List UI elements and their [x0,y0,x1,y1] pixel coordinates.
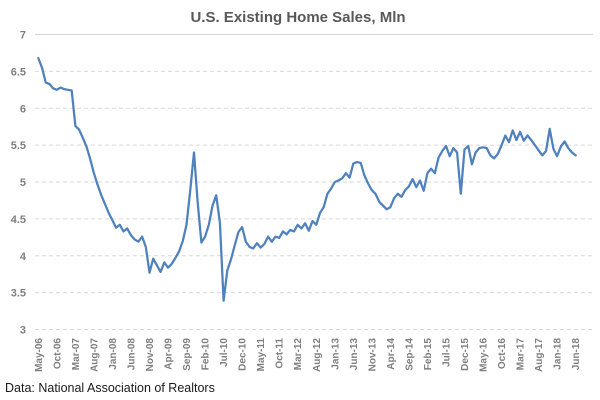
x-tick-label: Oct-16 [497,338,508,370]
y-tick-label: 3 [20,325,26,337]
x-tick-label: Sep-14 [404,338,415,371]
x-tick-label: Feb-15 [423,338,434,371]
source-note: Data: National Association of Realtors [5,381,215,395]
y-axis-labels: 7 6.5 6 5.5 5 4.5 4 3.5 3 [11,30,27,337]
sales-line-series [37,56,577,302]
x-tick-label: Oct-06 [52,338,63,370]
x-tick-label: Jul-10 [219,338,230,367]
x-tick-label: Nov-08 [145,338,156,372]
x-tick-label: Jun-18 [571,338,582,371]
x-tick-label: May-11 [256,338,267,372]
x-tick-label: Jan-13 [330,338,341,370]
x-tick-label: Jan-18 [553,338,564,370]
y-tick-label: 4 [20,251,27,263]
x-tick-label: Jul-15 [442,338,453,367]
x-tick-label: Dec-15 [460,338,471,371]
x-tick-label: May-06 [34,338,45,372]
y-tick-label: 6.5 [11,66,26,78]
y-tick-label: 5 [20,177,26,189]
gridlines [35,34,593,330]
x-tick-label: Oct-11 [275,338,286,369]
x-tick-label: Apr-09 [164,338,175,370]
x-tick-label: Nov-13 [367,338,378,372]
x-tick-label: Apr-14 [386,338,397,370]
x-axis-labels: May-06 Oct-06 Mar-07 Aug-07 Jan-08 Jun-08 Nov-… [34,338,582,372]
x-tick-label: Mar-07 [71,338,82,371]
y-tick-label: 3.5 [11,288,26,300]
data-series [37,56,577,302]
chart-title: U.S. Existing Home Sales, Mln [190,9,405,26]
x-tick-label: Jan-08 [108,338,119,370]
x-tick-label: Mar-12 [293,338,304,371]
x-tick-label: Aug-17 [534,338,545,372]
x-tick-label: Aug-07 [89,338,100,372]
x-tick-label: Dec-10 [238,338,249,371]
x-tick-label: Mar-17 [516,338,527,371]
x-tick-label: Jun-13 [349,338,360,371]
x-tick-label: Jun-08 [126,338,137,371]
x-tick-label: Aug-12 [312,338,323,372]
x-tick-label: Feb-10 [201,338,212,371]
y-tick-label: 7 [20,30,26,42]
x-tick-label: May-16 [479,338,490,372]
x-tick-label: Sep-09 [182,338,193,371]
y-tick-label: 6 [20,103,26,115]
y-tick-label: 5.5 [11,140,26,152]
y-tick-label: 4.5 [11,214,26,226]
